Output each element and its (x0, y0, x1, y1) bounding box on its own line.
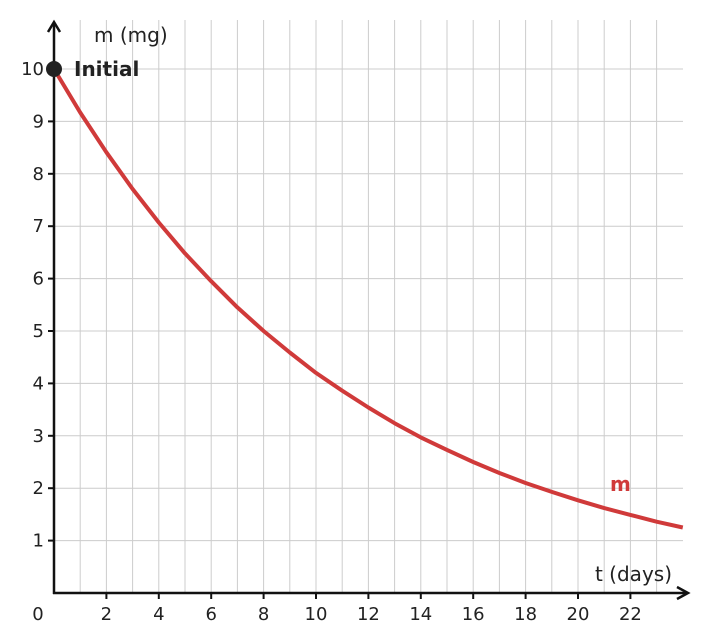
x-tick-label: 10 (305, 604, 328, 625)
series-layer (46, 61, 684, 530)
y-tick-label: 5 (33, 321, 44, 342)
y-tick-label: 6 (33, 269, 44, 290)
x-tick-label: 4 (153, 604, 164, 625)
y-tick-label: 4 (33, 373, 44, 394)
x-tick-label: 12 (357, 604, 380, 625)
grid (54, 20, 683, 593)
series-label: m (610, 472, 631, 496)
y-tick-label: 3 (33, 426, 44, 447)
x-tick-label: 18 (514, 604, 537, 625)
x-axis-arrow (676, 585, 691, 601)
y-tick-label: 1 (33, 531, 44, 552)
origin-label: 0 (32, 604, 43, 625)
initial-point-label: Initial (74, 57, 139, 81)
y-tick-label: 9 (33, 111, 44, 132)
y-tick-label: 2 (33, 478, 44, 499)
x-tick-label: 2 (101, 604, 112, 625)
x-tick-label: 14 (409, 604, 432, 625)
x-tick-label: 22 (619, 604, 642, 625)
x-tick-label: 8 (258, 604, 269, 625)
x-tick-label: 6 (205, 604, 216, 625)
y-axis-label: m (mg) (94, 23, 168, 47)
x-axis-label: t (days) (595, 562, 672, 586)
y-axis-arrow (46, 19, 62, 33)
x-tick-label: 20 (567, 604, 590, 625)
y-tick-label: 10 (21, 59, 44, 80)
x-tick-label: 16 (462, 604, 485, 625)
y-tick-label: 7 (33, 216, 44, 237)
series-line-m (52, 67, 684, 530)
y-tick-label: 8 (33, 164, 44, 185)
label-layer: m Initial (74, 57, 631, 496)
initial-point (46, 61, 62, 77)
